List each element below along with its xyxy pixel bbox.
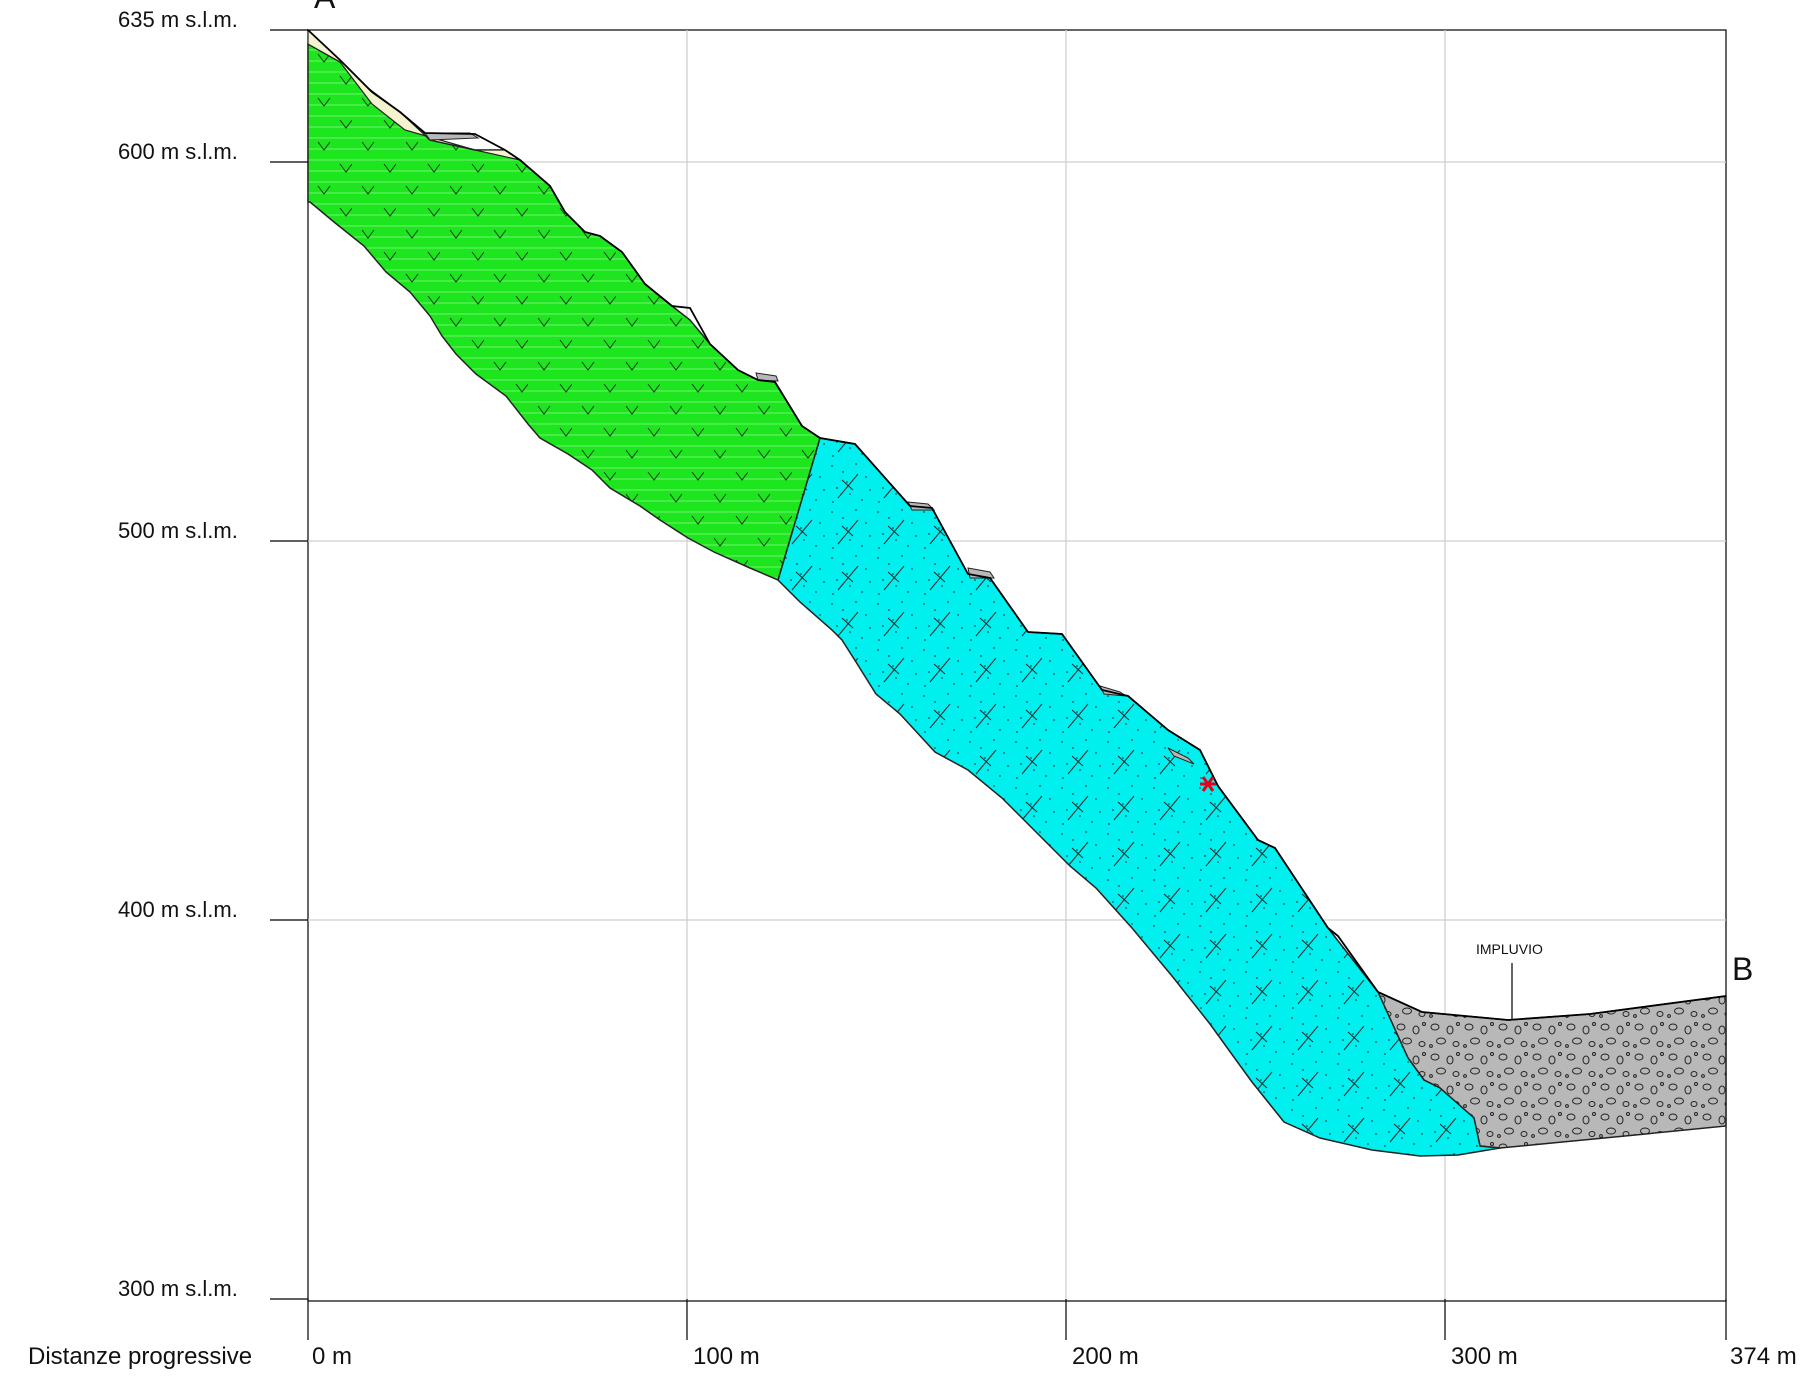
- distance-axis: Distanze progressive 0 m 100 m 200 m 300…: [28, 1299, 1797, 1370]
- elevation-label-635: 635 m s.l.m.: [118, 7, 238, 32]
- distance-label-100: 100 m: [693, 1343, 760, 1370]
- distance-label-200: 200 m: [1072, 1343, 1139, 1370]
- plot-frame: [307, 29, 1727, 1302]
- geology: [307, 28, 1727, 1157]
- elevation-label-600: 600 m s.l.m.: [118, 139, 238, 164]
- red-asterisk-icon: [1200, 776, 1216, 792]
- point-b-label: B: [1732, 951, 1753, 987]
- cover-deposit-patch: [1167, 747, 1195, 765]
- distance-label-374: 374 m: [1730, 1343, 1797, 1370]
- grid: [307, 29, 1727, 1302]
- distance-label-0: 0 m: [312, 1343, 352, 1370]
- elevation-label-300: 300 m s.l.m.: [118, 1276, 238, 1301]
- elevation-axis: 635 m s.l.m. 600 m s.l.m. 500 m s.l.m. 4…: [118, 7, 308, 1301]
- cyan-unit: [777, 437, 1501, 1157]
- point-a-label: A: [314, 0, 336, 15]
- green-unit: [307, 42, 821, 582]
- impluvio-label: IMPLUVIO: [1476, 941, 1543, 957]
- ground-surface: [307, 29, 1727, 1021]
- distance-axis-title: Distanze progressive: [28, 1343, 252, 1370]
- distance-label-300: 300 m: [1451, 1343, 1518, 1370]
- elevation-label-500: 500 m s.l.m.: [118, 518, 238, 543]
- elevation-label-400: 400 m s.l.m.: [118, 897, 238, 922]
- cover-deposit-patch: [755, 372, 779, 382]
